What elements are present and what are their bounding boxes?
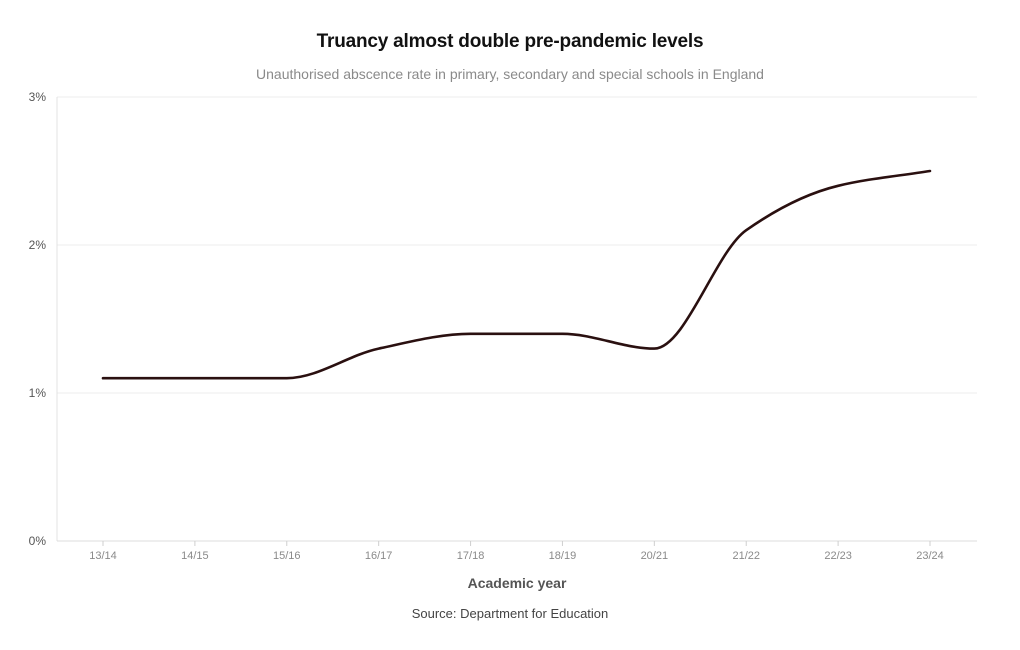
data-point[interactable]	[557, 329, 567, 339]
data-point[interactable]	[925, 166, 935, 176]
series-layer	[98, 166, 935, 383]
data-point[interactable]	[190, 373, 200, 383]
data-point[interactable]	[833, 181, 843, 191]
y-axis-ticks: 0% 1% 2% 3%	[29, 90, 47, 548]
x-tick-label: 21/22	[732, 550, 760, 562]
axes	[56, 97, 977, 542]
y-tick-label: 1%	[29, 386, 47, 400]
data-point[interactable]	[98, 373, 108, 383]
source-note: Source: Department for Education	[411, 606, 609, 621]
x-tick-label: 17/18	[457, 550, 485, 562]
x-tick-label: 22/23	[824, 550, 852, 562]
x-axis-ticks: 13/14 14/15 15/16 16/17 17/18 18/19 20/21 21/22…	[89, 541, 944, 562]
x-axis-title: Academic year	[467, 575, 567, 591]
chart-title: Truancy almost double pre-pandemic level…	[316, 31, 704, 52]
x-tick-label: 18/19	[549, 550, 577, 562]
x-tick-label: 13/14	[89, 550, 117, 562]
y-tick-label: 2%	[29, 238, 47, 252]
x-tick-label: 15/16	[273, 550, 301, 562]
data-point[interactable]	[649, 344, 659, 354]
data-point[interactable]	[282, 373, 292, 383]
chart-subtitle: Unauthorised abscence rate in primary, s…	[256, 66, 764, 82]
x-tick-label: 14/15	[181, 550, 209, 562]
series-line	[101, 169, 932, 380]
y-tick-label: 3%	[29, 90, 47, 104]
data-point[interactable]	[374, 344, 384, 354]
x-tick-label: 20/21	[641, 550, 669, 562]
x-tick-label: 23/24	[916, 550, 944, 562]
x-tick-label: 16/17	[365, 550, 393, 562]
grid-lines	[57, 96, 977, 394]
data-point[interactable]	[466, 329, 476, 339]
data-point[interactable]	[741, 225, 751, 235]
y-tick-label: 0%	[29, 534, 47, 548]
